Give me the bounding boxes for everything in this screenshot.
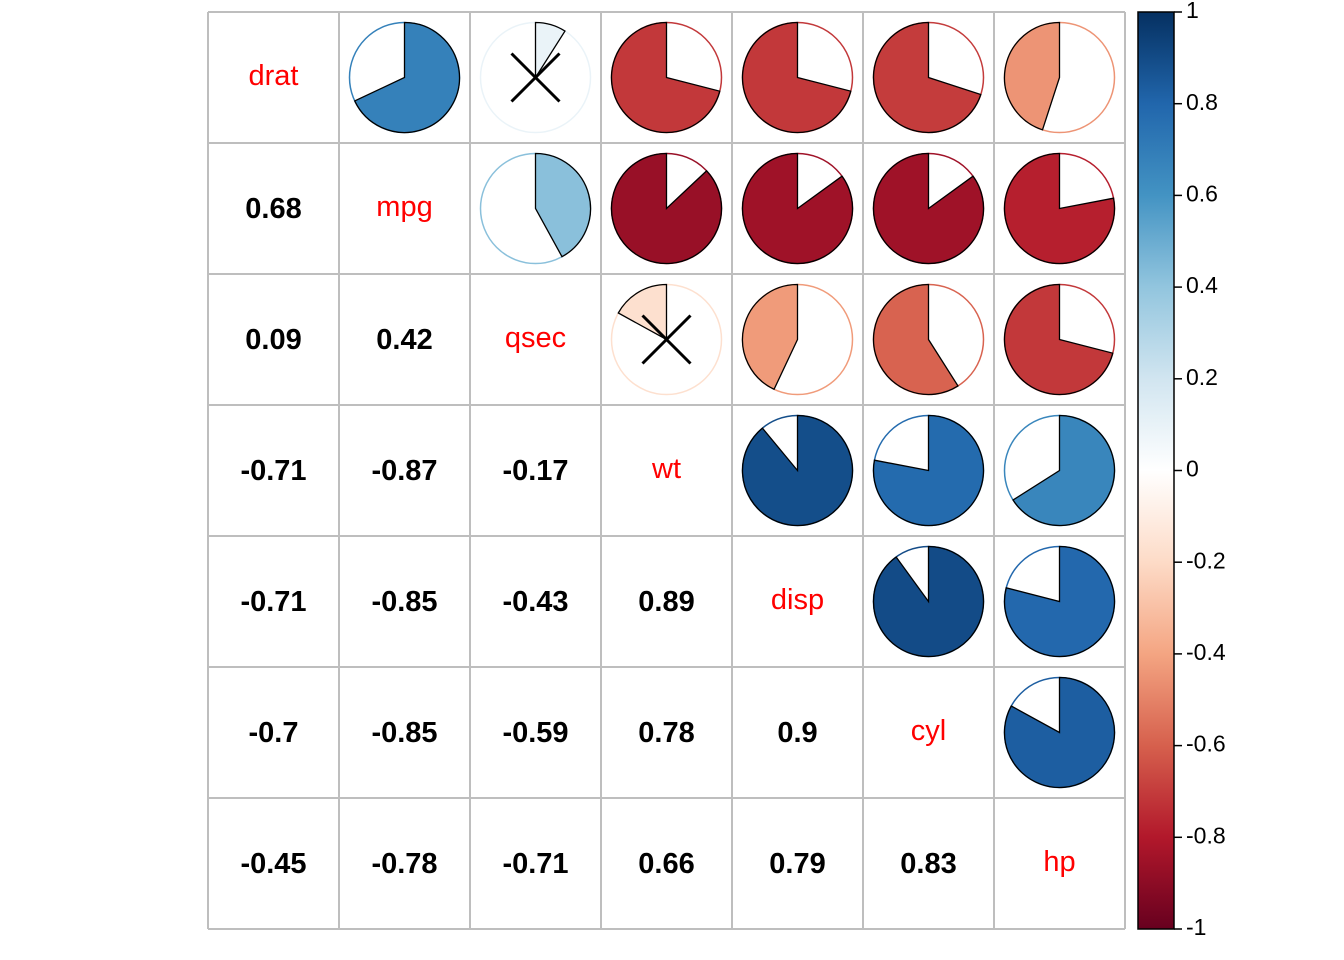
- pie-wt-disp: [741, 414, 854, 527]
- diagonal-label-cyl: cyl: [911, 715, 946, 747]
- pie-qsec-disp: [741, 283, 854, 396]
- pie-slice: [872, 152, 985, 265]
- diagonal-label-qsec: qsec: [505, 322, 566, 354]
- coef-hp-disp: 0.79: [769, 848, 825, 880]
- pie-slice: [610, 152, 723, 265]
- diagonal-label-disp: disp: [771, 584, 824, 616]
- pie-drat-cyl: [872, 21, 985, 134]
- coef-disp-drat: -0.71: [240, 586, 306, 618]
- insignificant-cross-icon: [510, 52, 561, 103]
- pie-cyl-hp: [1003, 676, 1116, 789]
- colorbar-tick-label: -1: [1186, 914, 1206, 940]
- colorbar-tick-label: -0.4: [1186, 639, 1226, 665]
- pie-mpg-disp: [741, 152, 854, 265]
- pie-mpg-hp: [1003, 152, 1116, 265]
- pie-drat-qsec: [479, 21, 592, 134]
- coef-wt-mpg: -0.87: [371, 455, 437, 487]
- pie-drat-wt: [610, 21, 723, 134]
- pie-mpg-qsec: [479, 152, 592, 265]
- pie-slice: [1003, 545, 1116, 658]
- coef-hp-wt: 0.66: [638, 848, 694, 880]
- pie-slice: [872, 283, 959, 396]
- colorbar-tick-label: -0.8: [1186, 822, 1226, 848]
- pie-qsec-hp: [1003, 283, 1116, 396]
- diagonal-label-mpg: mpg: [376, 191, 432, 223]
- coef-cyl-wt: 0.78: [638, 717, 694, 749]
- colorbar-tick-label: 0.6: [1186, 180, 1218, 206]
- colorbar: 1 0.8 0.6 0.4 0.2 0 -0.2 -0.4 -0.6 -0.8 -1: [1137, 0, 1226, 940]
- coef-mpg-drat: 0.68: [245, 193, 301, 225]
- colorbar-tick-label: -0.6: [1186, 731, 1226, 757]
- pie-wt-hp: [1003, 414, 1116, 527]
- pie-slice: [872, 414, 985, 527]
- colorbar-tick-label: -0.2: [1186, 547, 1226, 573]
- pie-slice: [1012, 414, 1116, 527]
- pie-disp-hp: [1003, 545, 1116, 658]
- colorbar-tick-label: 0.8: [1186, 89, 1218, 115]
- coef-qsec-drat: 0.09: [245, 324, 301, 356]
- pie-qsec-cyl: [872, 283, 985, 396]
- diagonal-label-hp: hp: [1043, 846, 1075, 878]
- pie-slice: [872, 545, 985, 658]
- coef-hp-cyl: 0.83: [900, 848, 956, 880]
- coef-cyl-disp: 0.9: [777, 717, 817, 749]
- colorbar-gradient: [1138, 12, 1174, 929]
- colorbar-tick-label: 1: [1186, 0, 1199, 23]
- pie-drat-hp: [1003, 21, 1116, 134]
- insignificant-cross-icon: [641, 314, 692, 365]
- pie-slice: [872, 21, 982, 134]
- coef-hp-mpg: -0.78: [371, 848, 437, 880]
- diagonal-label-wt: wt: [651, 453, 681, 485]
- coef-hp-drat: -0.45: [240, 848, 306, 880]
- coef-cyl-drat: -0.7: [249, 717, 299, 749]
- pie-mpg-cyl: [872, 152, 985, 265]
- matrix-cells: drat 0.68 mpg 0.09 0.42 qsec -0.71 -0.87 -0.17 wt…: [207, 11, 1126, 930]
- pie-slice: [1003, 283, 1114, 396]
- coef-disp-mpg: -0.85: [371, 586, 437, 618]
- coef-hp-qsec: -0.71: [502, 848, 568, 880]
- pie-slice: [610, 21, 721, 134]
- pie-mpg-wt: [610, 152, 723, 265]
- pie-wt-cyl: [872, 414, 985, 527]
- pie-disp-cyl: [872, 545, 985, 658]
- pie-slice: [741, 152, 854, 265]
- colorbar-tick-label: 0: [1186, 456, 1199, 482]
- pie-slice: [1003, 152, 1116, 265]
- pie-slice: [741, 21, 852, 134]
- colorbar-tick-label: 0.4: [1186, 272, 1218, 298]
- coef-wt-qsec: -0.17: [502, 455, 568, 487]
- coef-disp-wt: 0.89: [638, 586, 694, 618]
- pie-slice: [741, 283, 799, 391]
- pie-qsec-wt: [610, 283, 723, 396]
- coef-qsec-mpg: 0.42: [376, 324, 432, 356]
- pie-slice: [353, 21, 461, 134]
- pie-slice: [1003, 21, 1061, 131]
- pie-slice: [741, 414, 854, 527]
- coef-wt-drat: -0.71: [240, 455, 306, 487]
- pie-slice: [1003, 676, 1116, 789]
- coef-disp-qsec: -0.43: [502, 586, 568, 618]
- colorbar-tick-label: 0.2: [1186, 364, 1218, 390]
- pie-drat-disp: [741, 21, 854, 134]
- coef-cyl-qsec: -0.59: [502, 717, 568, 749]
- pie-slice: [534, 152, 592, 258]
- diagonal-label-drat: drat: [249, 60, 299, 92]
- coef-cyl-mpg: -0.85: [371, 717, 437, 749]
- pie-slice: [534, 21, 566, 80]
- pie-drat-mpg: [348, 21, 461, 134]
